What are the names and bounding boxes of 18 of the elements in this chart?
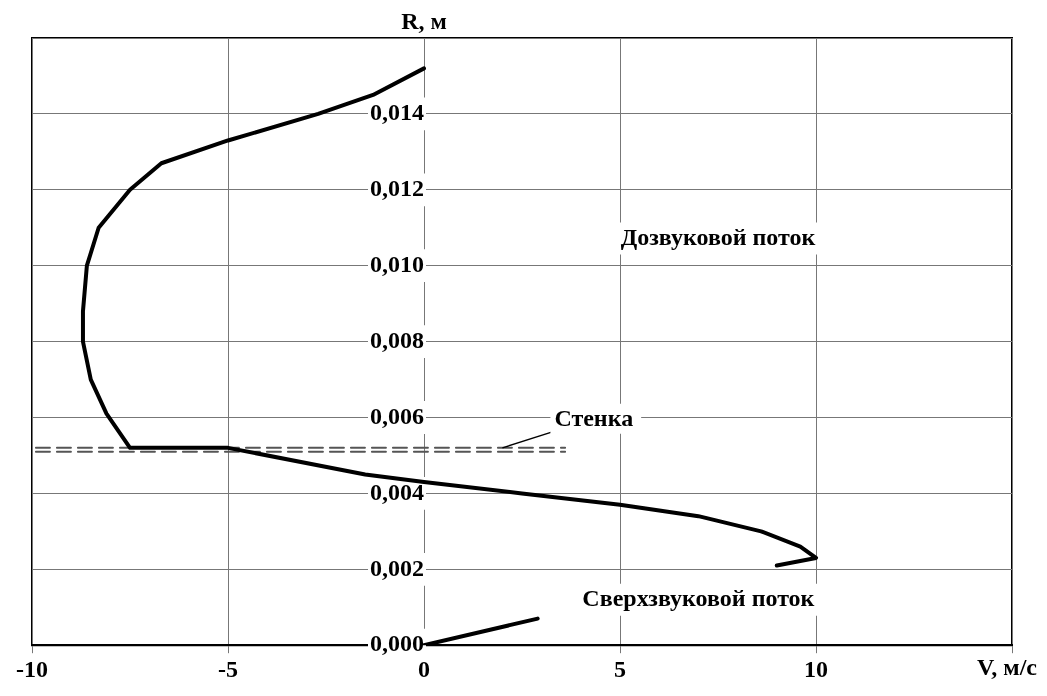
annotation: Дозвуковой поток: [620, 223, 816, 250]
x-tick-label: 10: [804, 655, 828, 682]
x-tick-label: 0: [418, 655, 430, 682]
y-tick-label: 0,010: [370, 250, 424, 277]
y-tick-label: 0,000: [370, 630, 424, 657]
x-tick-label: -5: [218, 655, 238, 682]
x-tick-label: 5: [614, 655, 626, 682]
y-axis-title: R, м: [401, 8, 447, 35]
y-tick-label: 0,008: [370, 326, 424, 353]
y-tick-label: 0,006: [370, 402, 424, 429]
y-tick-label: 0,002: [370, 554, 424, 581]
annotation: Сверхзвуковой поток: [582, 584, 815, 611]
y-tick-label: 0,014: [370, 99, 424, 126]
annotation: Стенка: [554, 405, 634, 432]
y-tick-label: 0,012: [370, 175, 424, 201]
x-tick-label: -10: [16, 655, 48, 682]
x-axis-title: V, м/с: [977, 654, 1038, 681]
y-tick-label: 0,004: [370, 478, 424, 505]
